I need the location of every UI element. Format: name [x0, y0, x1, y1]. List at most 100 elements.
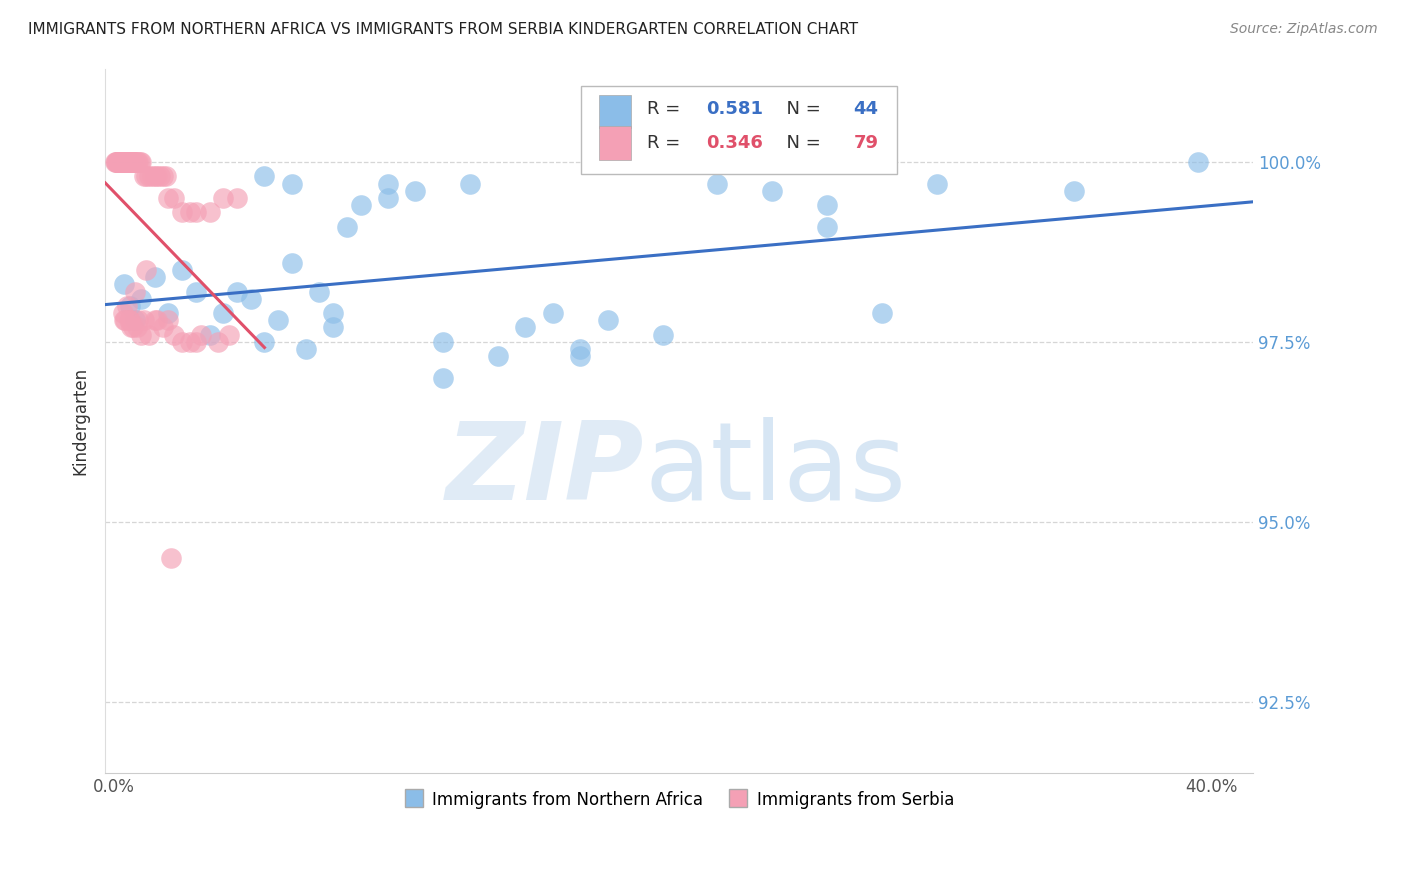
Point	[226, 191, 249, 205]
Point	[120, 155, 142, 169]
Text: IMMIGRANTS FROM NORTHERN AFRICA VS IMMIGRANTS FROM SERBIA KINDERGARTEN CORRELATI: IMMIGRANTS FROM NORTHERN AFRICA VS IMMIG…	[28, 22, 858, 37]
Point	[146, 169, 169, 184]
Point	[486, 349, 509, 363]
Legend: Immigrants from Northern Africa, Immigrants from Serbia: Immigrants from Northern Africa, Immigra…	[398, 784, 960, 816]
Point	[927, 177, 949, 191]
Text: 0.346: 0.346	[707, 134, 763, 152]
Point	[117, 155, 139, 169]
Point	[815, 198, 838, 212]
Text: ZIP: ZIP	[446, 417, 644, 524]
Point	[541, 306, 564, 320]
Point	[105, 155, 128, 169]
Point	[112, 155, 135, 169]
Point	[432, 371, 454, 385]
Point	[870, 306, 893, 320]
Point	[143, 270, 166, 285]
Point	[105, 155, 128, 169]
Text: 0.581: 0.581	[707, 101, 763, 119]
Point	[404, 184, 426, 198]
Point	[569, 342, 592, 356]
Point	[104, 155, 127, 169]
Y-axis label: Kindergarten: Kindergarten	[72, 367, 89, 475]
Point	[1063, 184, 1085, 198]
Point	[120, 155, 142, 169]
Point	[138, 327, 160, 342]
Point	[179, 205, 201, 219]
Point	[129, 292, 152, 306]
Point	[184, 205, 207, 219]
Point	[157, 306, 180, 320]
Point	[135, 169, 157, 184]
Point	[104, 155, 127, 169]
Point	[377, 177, 399, 191]
Point	[377, 191, 399, 205]
Text: Source: ZipAtlas.com: Source: ZipAtlas.com	[1230, 22, 1378, 37]
Text: R =: R =	[647, 134, 686, 152]
Point	[190, 327, 212, 342]
Point	[112, 313, 135, 327]
FancyBboxPatch shape	[582, 87, 897, 174]
Point	[281, 256, 304, 270]
Point	[132, 169, 155, 184]
Point	[114, 155, 136, 169]
Point	[111, 155, 134, 169]
Point	[124, 285, 146, 299]
Point	[118, 155, 141, 169]
Point	[815, 219, 838, 234]
Point	[111, 155, 134, 169]
Point	[122, 155, 145, 169]
Point	[163, 327, 186, 342]
Point	[141, 169, 163, 184]
Point	[1187, 155, 1209, 169]
Point	[218, 327, 240, 342]
Point	[163, 191, 186, 205]
Point	[308, 285, 330, 299]
Point	[127, 155, 149, 169]
Point	[253, 169, 276, 184]
Point	[122, 155, 145, 169]
Text: N =: N =	[776, 101, 827, 119]
Bar	[599, 127, 631, 161]
Point	[179, 334, 201, 349]
Point	[432, 334, 454, 349]
Point	[115, 299, 138, 313]
Point	[121, 155, 143, 169]
Point	[121, 320, 143, 334]
Point	[172, 263, 194, 277]
Point	[112, 306, 135, 320]
Point	[110, 155, 132, 169]
Point	[349, 198, 371, 212]
Text: atlas: atlas	[644, 417, 907, 524]
Point	[128, 155, 150, 169]
Point	[212, 306, 235, 320]
Point	[184, 285, 207, 299]
Point	[114, 155, 136, 169]
Point	[596, 313, 619, 327]
Point	[226, 285, 249, 299]
Text: N =: N =	[776, 134, 827, 152]
Bar	[599, 95, 631, 128]
Text: 79: 79	[853, 134, 879, 152]
Point	[198, 327, 221, 342]
Point	[212, 191, 235, 205]
Point	[112, 155, 135, 169]
Point	[118, 313, 141, 327]
Point	[124, 155, 146, 169]
Point	[253, 334, 276, 349]
Point	[152, 169, 174, 184]
Point	[129, 327, 152, 342]
Point	[143, 169, 166, 184]
Point	[108, 155, 131, 169]
Point	[322, 306, 344, 320]
Point	[651, 327, 673, 342]
Point	[120, 320, 142, 334]
Point	[172, 334, 194, 349]
Point	[460, 177, 482, 191]
Point	[125, 155, 148, 169]
Point	[281, 177, 304, 191]
Point	[706, 177, 728, 191]
Point	[172, 205, 194, 219]
Point	[121, 155, 143, 169]
Point	[184, 334, 207, 349]
Point	[107, 155, 129, 169]
